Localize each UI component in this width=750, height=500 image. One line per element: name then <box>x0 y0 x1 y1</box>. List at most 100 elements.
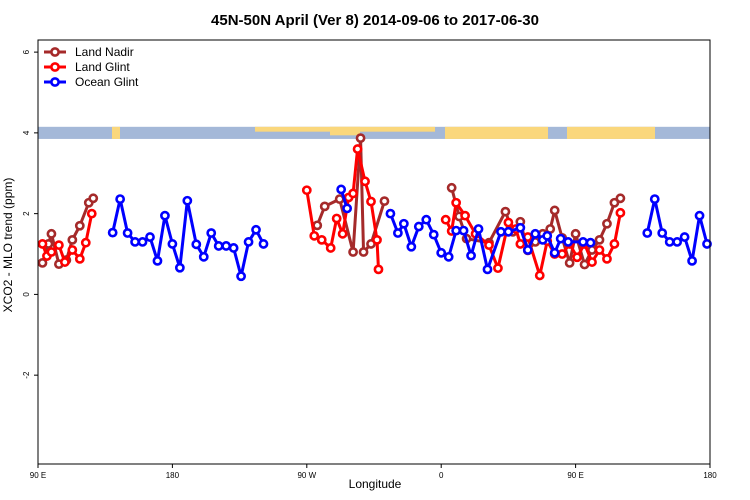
data-point <box>585 237 596 248</box>
y-axis-ticks: -2 0 2 4 6 <box>22 49 38 379</box>
data-point <box>309 230 320 241</box>
data-point <box>460 210 470 221</box>
data-point <box>312 220 323 231</box>
data-point <box>152 255 163 266</box>
x-tick-label: 180 <box>703 471 717 480</box>
data-point <box>602 253 612 264</box>
data-point <box>664 237 675 247</box>
legend-label: Ocean Glint <box>75 75 139 89</box>
map-land-region <box>330 126 360 136</box>
data-point <box>342 203 353 214</box>
data-point <box>563 237 574 247</box>
data-point <box>348 247 358 257</box>
x-tick-label: 90 E <box>30 471 46 480</box>
data-point <box>578 237 588 247</box>
legend-item: Land Nadir <box>44 45 134 59</box>
y-tick-label: 2 <box>22 211 31 216</box>
data-point <box>564 258 575 268</box>
data-point <box>213 241 224 251</box>
legend-item: Land Glint <box>44 60 130 74</box>
data-point <box>594 234 605 245</box>
data-point <box>428 229 439 240</box>
data-point <box>493 263 503 274</box>
data-point <box>325 243 336 253</box>
data-point <box>336 184 347 195</box>
data-point <box>130 237 140 247</box>
data-point <box>421 214 432 225</box>
data-point <box>243 237 254 247</box>
data-point <box>530 228 541 239</box>
map-land-region <box>567 126 655 139</box>
data-point <box>316 234 327 245</box>
data-point <box>555 233 566 244</box>
data-point <box>679 232 690 242</box>
data-point <box>446 182 457 193</box>
data-point <box>615 193 626 204</box>
data-point <box>206 228 217 238</box>
data-point <box>503 217 514 228</box>
data-point <box>649 194 660 205</box>
series-line <box>645 197 709 263</box>
data-point <box>379 196 390 207</box>
data-point <box>466 250 476 261</box>
data-point <box>473 224 484 234</box>
map-strip <box>38 126 710 139</box>
data-point <box>496 226 506 237</box>
data-point <box>398 218 409 229</box>
data-point <box>301 185 312 196</box>
legend-label: Land Glint <box>75 60 130 74</box>
data-point <box>522 245 533 255</box>
x-axis-ticks: 90 E 180 90 W 0 90 E 180 <box>30 464 717 480</box>
data-point <box>609 197 620 208</box>
data-point <box>54 240 64 251</box>
data-point <box>615 207 626 218</box>
series-layer <box>37 133 712 282</box>
data-point <box>352 144 363 154</box>
data-point <box>355 133 366 144</box>
data-point <box>503 226 514 237</box>
data-point <box>74 220 85 231</box>
data-point <box>366 196 376 207</box>
data-point <box>37 239 48 249</box>
data-point <box>687 255 697 266</box>
data-point <box>500 206 511 217</box>
x-axis-label: Longitude <box>349 477 402 491</box>
y-tick-label: -2 <box>22 371 31 379</box>
plot-frame <box>37 39 711 465</box>
y-axis-label: XCO2 - MLO trend (ppm) <box>1 178 15 313</box>
data-point <box>86 208 97 219</box>
data-point <box>609 239 620 249</box>
data-point <box>137 237 148 247</box>
series-land-glint <box>37 144 626 281</box>
y-tick-label: 0 <box>22 292 31 297</box>
map-land-region <box>445 126 548 139</box>
data-point <box>594 245 605 255</box>
legend-swatch-marker <box>50 77 60 87</box>
series-ocean-glint <box>107 184 712 282</box>
data-point <box>657 228 668 238</box>
data-point <box>198 251 209 262</box>
data-point <box>59 257 70 267</box>
data-point <box>167 239 178 249</box>
data-point <box>228 243 239 253</box>
data-point <box>602 218 612 229</box>
map-land-region <box>112 126 120 139</box>
data-point <box>251 224 261 235</box>
data-point <box>319 201 330 212</box>
data-point <box>413 221 424 232</box>
data-point <box>557 249 568 259</box>
data-point <box>451 197 462 208</box>
x-tick-label: 0 <box>439 471 444 480</box>
x-tick-label: 90 E <box>567 471 583 480</box>
data-point <box>406 241 417 252</box>
data-point <box>579 259 590 270</box>
chart-title: 45N-50N April (Ver 8) 2014-09-06 to 2017… <box>211 12 539 29</box>
data-point <box>191 239 202 250</box>
data-point <box>115 194 126 205</box>
data-point <box>80 237 91 248</box>
data-point <box>372 234 382 245</box>
y-tick-label: 4 <box>22 130 31 135</box>
data-point <box>331 213 342 224</box>
